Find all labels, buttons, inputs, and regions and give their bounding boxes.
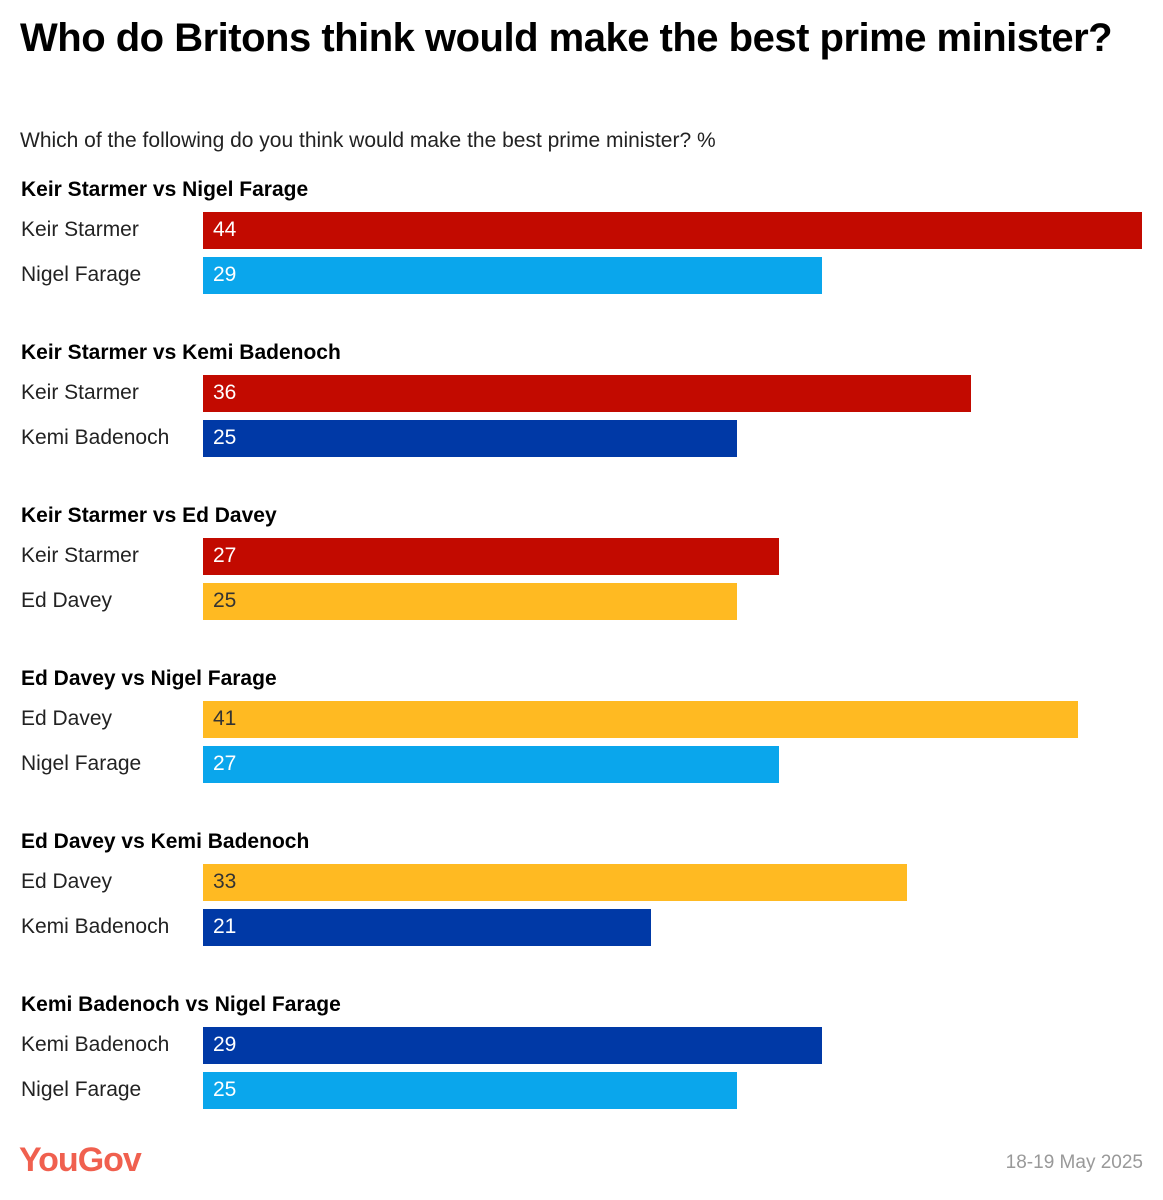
bar-value-label: 25 [213, 1078, 237, 1101]
bar-row: Keir Starmer 44 [0, 212, 1163, 249]
bar-label: Ed Davey [21, 707, 113, 730]
bar-row: Ed Davey 41 [0, 701, 1163, 738]
bar: 29 [203, 257, 822, 294]
bar-group: Kemi Badenoch vs Nigel Farage Kemi Badeno… [0, 993, 1163, 1156]
survey-date: 18-19 May 2025 [1005, 1152, 1143, 1173]
bar: 21 [203, 909, 652, 946]
bar-group: Keir Starmer vs Nigel Farage Keir Starmer… [0, 178, 1163, 341]
bar: 29 [203, 1027, 822, 1064]
bar-value-label: 25 [213, 589, 237, 612]
group-title: Keir Starmer vs Ed Davey [21, 504, 277, 527]
bar-row: Kemi Badenoch 25 [0, 420, 1163, 457]
bar-label: Ed Davey [21, 870, 113, 893]
group-title: Keir Starmer vs Kemi Badenoch [21, 341, 341, 364]
bar-group: Ed Davey vs Kemi Badenoch Ed Davey 33 Kemi … [0, 830, 1163, 993]
bar: 27 [203, 538, 780, 575]
bar-row: Keir Starmer 36 [0, 375, 1163, 412]
bar-label: Kemi Badenoch [21, 426, 170, 449]
bar-label: Ed Davey [21, 589, 113, 612]
bar-value-label: 36 [213, 381, 237, 404]
bar-value-label: 33 [213, 870, 237, 893]
bar-row: Ed Davey 25 [0, 583, 1163, 620]
bar-value-label: 21 [213, 915, 237, 938]
bar-value-label: 29 [213, 1033, 237, 1056]
group-title: Keir Starmer vs Nigel Farage [21, 178, 309, 201]
bar-label: Nigel Farage [21, 263, 142, 286]
group-title: Ed Davey vs Nigel Farage [21, 667, 277, 690]
bar-row: Nigel Farage 29 [0, 257, 1163, 294]
bar: 25 [203, 420, 737, 457]
bar: 41 [203, 701, 1078, 738]
bar: 44 [203, 212, 1142, 249]
bar-row: Kemi Badenoch 21 [0, 909, 1163, 946]
bar-label: Keir Starmer [21, 381, 139, 404]
bar-label: Keir Starmer [21, 544, 139, 567]
bar-group: Keir Starmer vs Kemi Badenoch Keir Starme… [0, 341, 1163, 504]
bar-label: Nigel Farage [21, 752, 142, 775]
bar-row: Nigel Farage 25 [0, 1072, 1163, 1109]
group-title: Ed Davey vs Kemi Badenoch [21, 830, 310, 853]
yougov-logo: YouGov [19, 1141, 142, 1179]
chart-title: Who do Britons think would make the best… [20, 16, 1113, 60]
bar-value-label: 27 [213, 752, 237, 775]
bar: 36 [203, 375, 972, 412]
bar-label: Kemi Badenoch [21, 915, 170, 938]
bar-row: Nigel Farage 27 [0, 746, 1163, 783]
bar-value-label: 44 [213, 218, 237, 241]
bar-group: Ed Davey vs Nigel Farage Ed Davey 41 Nigel … [0, 667, 1163, 830]
bar: 27 [203, 746, 780, 783]
bar: 25 [203, 583, 737, 620]
bar-row: Keir Starmer 27 [0, 538, 1163, 575]
bar: 25 [203, 1072, 737, 1109]
bar-value-label: 27 [213, 544, 237, 567]
bar: 33 [203, 864, 908, 901]
bar-value-label: 25 [213, 426, 237, 449]
chart-subtitle: Which of the following do you think woul… [20, 129, 716, 152]
bar-label: Nigel Farage [21, 1078, 142, 1101]
bar-group: Keir Starmer vs Ed Davey Keir Starmer 27 Ed… [0, 504, 1163, 667]
bar-label: Keir Starmer [21, 218, 139, 241]
bar-label: Kemi Badenoch [21, 1033, 170, 1056]
bar-row: Ed Davey 33 [0, 864, 1163, 901]
bar-row: Kemi Badenoch 29 [0, 1027, 1163, 1064]
group-title: Kemi Badenoch vs Nigel Farage [21, 993, 341, 1016]
bar-value-label: 41 [213, 707, 237, 730]
bar-value-label: 29 [213, 263, 237, 286]
